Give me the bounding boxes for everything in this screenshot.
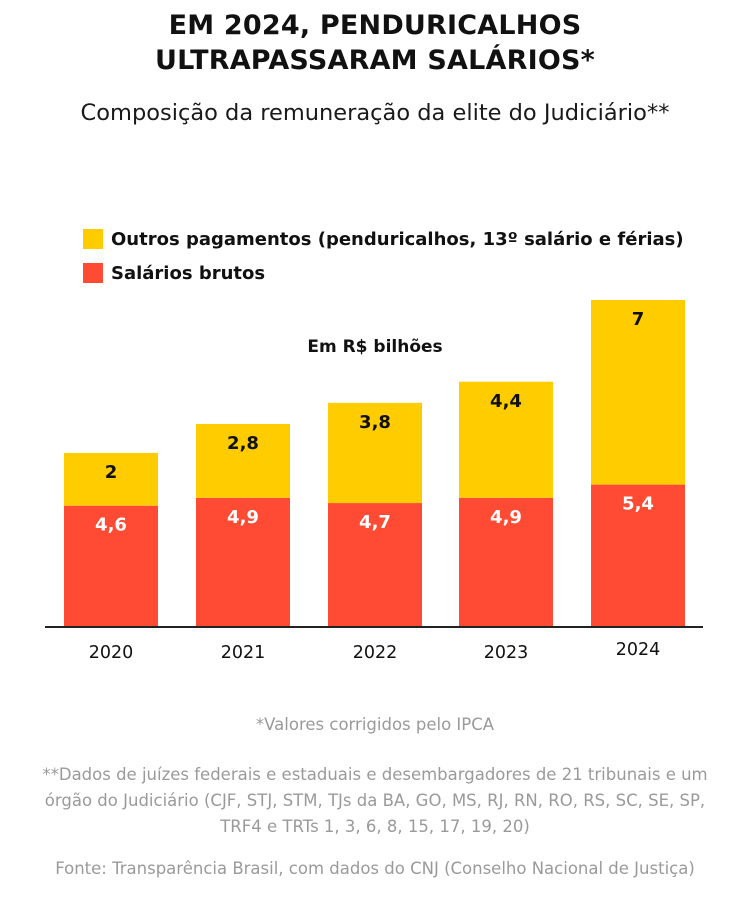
bar-salarios-2022 — [328, 503, 422, 627]
data-label-outros-2022: 3,8 — [359, 412, 391, 433]
legend-item-outros: Outros pagamentos (penduricalhos, 13º sa… — [83, 226, 684, 252]
bar-salarios-2023 — [459, 497, 553, 627]
legend-item-salarios: Salários brutos — [83, 260, 265, 286]
bar-salarios-2020 — [64, 505, 158, 627]
legend-label-outros: Outros pagamentos (penduricalhos, 13º sa… — [111, 228, 684, 250]
x-tick-label-2024: 2024 — [616, 640, 661, 660]
data-label-outros-2024: 7 — [632, 309, 645, 330]
x-tick-label-2022: 2022 — [353, 643, 398, 663]
bar-salarios-2021 — [196, 497, 290, 627]
bars-layer: 4,6 2 4,9 2,8 4,7 3,8 4,9 4,4 5,4 7 — [64, 300, 685, 627]
x-tick-label-2020: 2020 — [89, 643, 134, 663]
chart-title-line-2: ULTRAPASSARAM SALÁRIOS* — [155, 45, 595, 76]
footnote-ipca: *Valores corrigidos pelo IPCA — [255, 715, 495, 734]
legend-swatch-salarios — [83, 263, 103, 283]
data-label-salarios-2024: 5,4 — [622, 494, 654, 515]
bar-salarios-2024 — [591, 484, 685, 627]
data-label-salarios-2020: 4,6 — [95, 515, 127, 536]
x-axis-ticks: 2020 2021 2022 2023 2024 — [89, 640, 661, 663]
bar-outros-2023 — [459, 381, 553, 498]
data-label-salarios-2021: 4,9 — [227, 507, 259, 528]
footnote-dados-line-3: TRF4 e TRTs 1, 3, 6, 8, 15, 17, 19, 20) — [220, 817, 530, 836]
chart-subtitle: Composição da remuneração da elite do Ju… — [80, 100, 670, 126]
bar-outros-2020 — [64, 452, 158, 506]
data-label-outros-2021: 2,8 — [227, 433, 259, 454]
legend-swatch-outros — [83, 229, 103, 249]
bar-outros-2021 — [196, 423, 290, 498]
data-label-salarios-2023: 4,9 — [490, 507, 522, 528]
chart-title: EM 2024, PENDURICALHOS ULTRAPASSARAM SAL… — [0, 8, 750, 78]
data-label-salarios-2022: 4,7 — [359, 512, 391, 533]
footnote-dados-line-2: órgão do Judiciário (CJF, STJ, STM, TJs … — [44, 791, 706, 810]
x-tick-label-2023: 2023 — [484, 643, 529, 663]
stacked-bar-chart: Em R$ bilhões 4,6 2 4,9 2,8 4,7 3,8 4,9 4,4 5,4 7… — [45, 300, 703, 663]
footnote-dados-line-1: **Dados de juízes federais e estaduais e… — [42, 765, 708, 784]
source-note: Fonte: Transparência Brasil, com dados d… — [55, 859, 695, 878]
x-tick-label-2021: 2021 — [221, 643, 266, 663]
data-label-outros-2023: 4,4 — [490, 391, 522, 412]
bar-outros-2024 — [591, 300, 685, 485]
unit-label: Em R$ bilhões — [307, 337, 442, 357]
chart-title-line-1: EM 2024, PENDURICALHOS — [168, 10, 582, 41]
footnote-dados: **Dados de juízes federais e estaduais e… — [10, 762, 740, 840]
legend-label-salarios: Salários brutos — [111, 262, 266, 284]
bar-outros-2022 — [328, 402, 422, 504]
data-label-outros-2020: 2 — [105, 462, 118, 483]
